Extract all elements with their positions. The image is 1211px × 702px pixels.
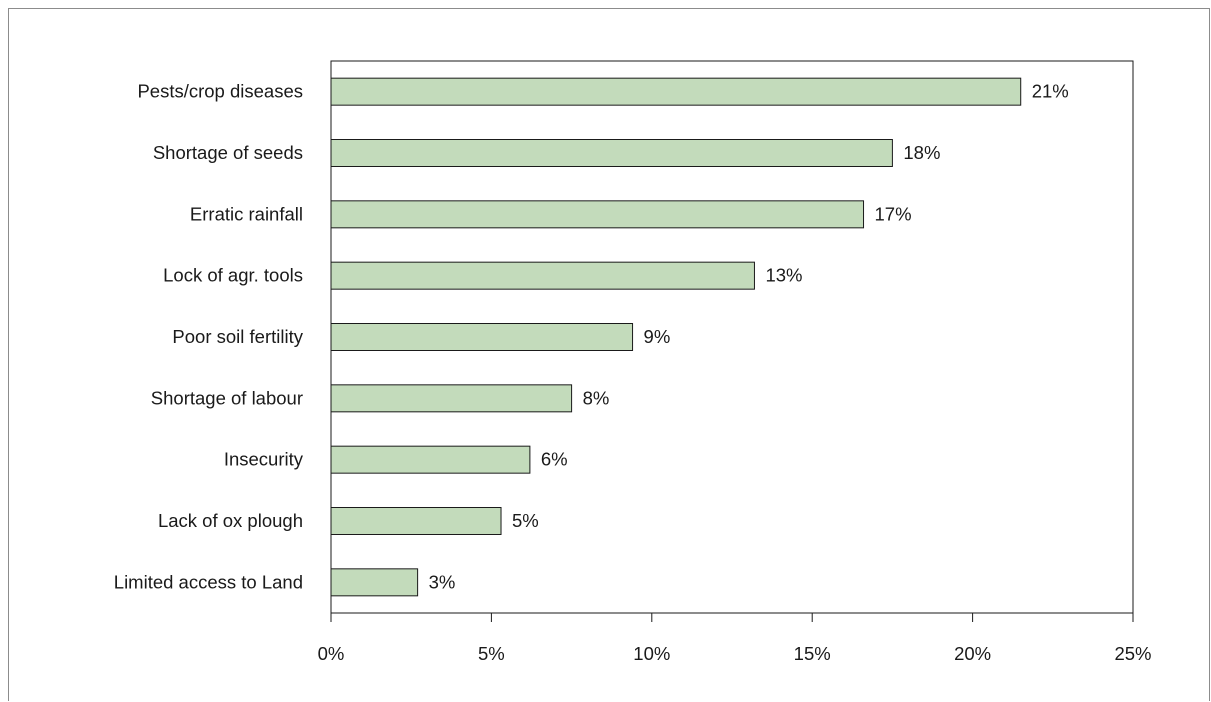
bar [330,261,755,290]
data-label: 6% [541,449,568,470]
x-tick-label: 15% [794,643,831,664]
data-label: 18% [903,142,940,163]
bar [330,323,634,351]
bars-layer [330,77,1022,597]
bar [330,139,893,167]
category-label: Limited access to Land [114,571,303,592]
bar [330,384,573,413]
data-label: 17% [875,203,912,224]
labels-layer: Pests/crop diseases 21% Shortage of seeds 1… [114,81,1069,593]
data-label: 21% [1032,81,1069,102]
category-label: Pests/crop diseases [137,81,303,102]
data-label: 13% [765,265,802,286]
bar [330,507,502,535]
category-label: Insecurity [224,449,304,470]
x-tick-label: 0% [318,643,345,664]
x-tick-label: 25% [1114,643,1151,664]
category-label: Lack of ox plough [158,510,303,531]
data-label: 9% [644,326,671,347]
data-label: 3% [429,571,456,592]
bar [330,200,865,229]
category-label: Shortage of seeds [153,142,303,163]
category-label: Lock of agr. tools [163,265,303,286]
category-label: Erratic rainfall [190,203,303,224]
x-tick-label: 5% [478,643,505,664]
x-tick-label: 10% [633,643,670,664]
data-label: 8% [583,387,610,408]
category-label: Shortage of labour [151,387,303,408]
x-axis: 0% 5% 10% 15% 20% 25% [318,613,1152,664]
bar [330,77,1022,106]
figure-frame [8,8,1210,701]
data-label: 5% [512,510,539,531]
category-label: Poor soil fertility [172,326,303,347]
bar [330,445,531,474]
bar [330,568,419,597]
x-tick-label: 20% [954,643,991,664]
